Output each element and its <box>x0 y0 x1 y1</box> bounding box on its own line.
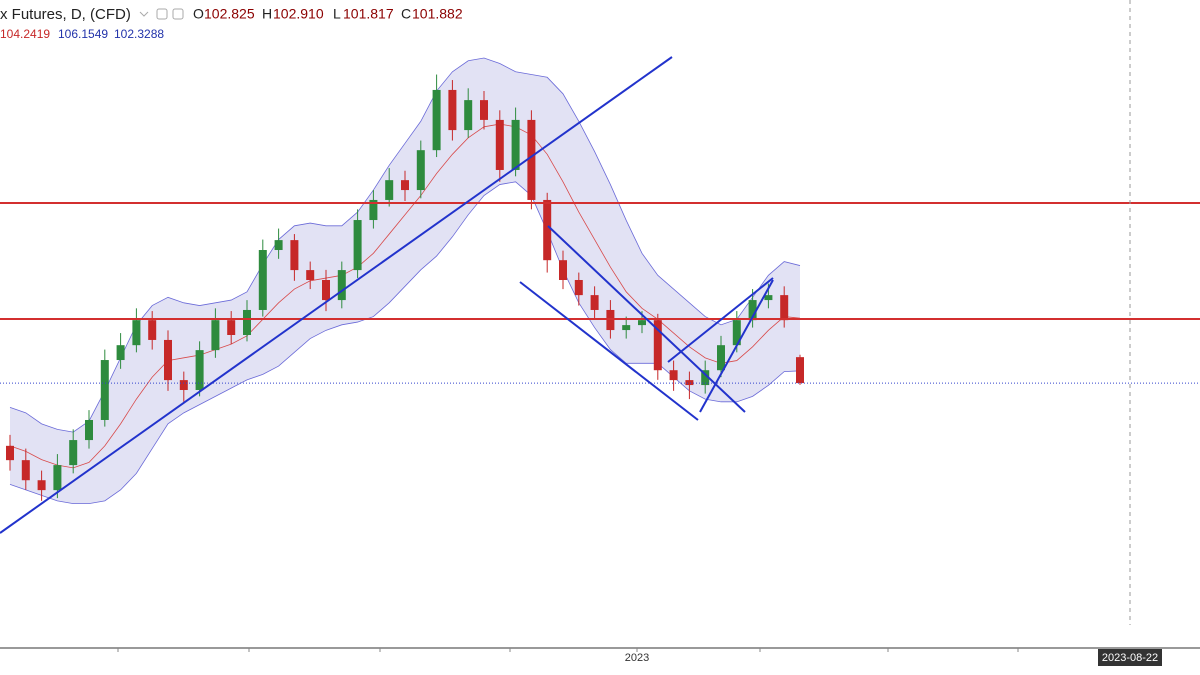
ohlc-value: 101.882 <box>412 6 463 22</box>
candle-body <box>148 320 157 340</box>
candle-body <box>243 309 251 336</box>
candle-body <box>638 320 646 326</box>
drawings <box>0 0 1200 625</box>
candle-body <box>717 345 725 371</box>
band-fill <box>10 58 800 504</box>
ohlc-label: H <box>262 6 272 22</box>
candle-body <box>211 320 220 351</box>
icon[interactable] <box>156 8 168 20</box>
band-legend-value: 106.1549 <box>58 27 108 41</box>
ohlc-label: O <box>193 6 204 22</box>
candle-body <box>543 199 552 261</box>
candle-body <box>195 350 204 391</box>
dropdown-icon[interactable] <box>139 11 149 17</box>
candle-body <box>353 220 362 271</box>
candle-body <box>337 270 346 301</box>
crosshair-label: 2023-08-22 <box>1102 652 1158 664</box>
candle-body <box>164 339 172 381</box>
trend-line <box>0 56 673 534</box>
symbol-title: x Futures, D, (CFD) <box>0 6 131 23</box>
candle-body <box>322 279 330 301</box>
candle-body <box>401 180 409 191</box>
candle-body <box>385 180 394 200</box>
candle-body <box>732 320 741 346</box>
candle-body <box>6 445 14 461</box>
time-axis <box>0 647 1200 652</box>
candles-layer <box>0 74 1200 501</box>
candle-body <box>132 320 141 346</box>
candle-body <box>432 89 441 151</box>
trend-line <box>547 225 746 413</box>
trend-line <box>667 277 774 363</box>
icon[interactable] <box>172 8 184 20</box>
ohlc-value: 102.910 <box>273 6 324 22</box>
candle-body <box>748 300 757 321</box>
candle-body <box>780 295 789 321</box>
candle-body <box>227 320 236 336</box>
candle-body <box>796 357 804 384</box>
ohlc-value: 102.825 <box>204 6 255 22</box>
candle-body <box>69 440 78 466</box>
candle-body <box>622 325 631 331</box>
candle-body <box>764 295 773 301</box>
candle-body <box>464 100 473 131</box>
trend-line <box>699 279 774 413</box>
band-legend-value: 102.3288 <box>114 27 164 41</box>
candle-body <box>100 360 109 420</box>
candle-body <box>306 270 315 280</box>
band-middle <box>9 123 801 469</box>
candle-body <box>37 480 46 491</box>
band-legend-value: 104.2419 <box>0 27 50 41</box>
candle-body <box>511 119 520 170</box>
candle-body <box>669 370 678 381</box>
candle-body <box>495 119 504 170</box>
candle-body <box>258 250 267 310</box>
candle-body <box>480 100 488 120</box>
candle-body <box>85 419 93 441</box>
candle-body <box>527 119 536 200</box>
ohlc-label: C <box>401 6 411 22</box>
candle-body <box>685 380 694 386</box>
candle-body <box>179 380 188 391</box>
candle-body <box>416 150 425 191</box>
candle-body <box>290 240 299 271</box>
ohlc-label: L <box>333 6 341 22</box>
band-lower <box>9 181 801 505</box>
trend-line <box>519 281 699 421</box>
bands-layer <box>9 57 801 505</box>
candle-body <box>701 370 710 386</box>
ohlc-value: 101.817 <box>343 6 394 22</box>
candle-body <box>606 309 615 331</box>
candle-body <box>590 295 599 310</box>
candle-body <box>274 240 283 251</box>
candle-body <box>369 199 378 221</box>
crosshair-label-box <box>1098 649 1162 666</box>
candle-body <box>116 345 125 361</box>
candle-body <box>574 279 583 296</box>
candle-body <box>53 465 62 491</box>
candle-body <box>21 460 30 481</box>
candle-body <box>559 260 567 280</box>
candle-body <box>448 89 457 131</box>
candle-body <box>653 320 662 371</box>
x-tick-label: 2023 <box>625 652 649 664</box>
